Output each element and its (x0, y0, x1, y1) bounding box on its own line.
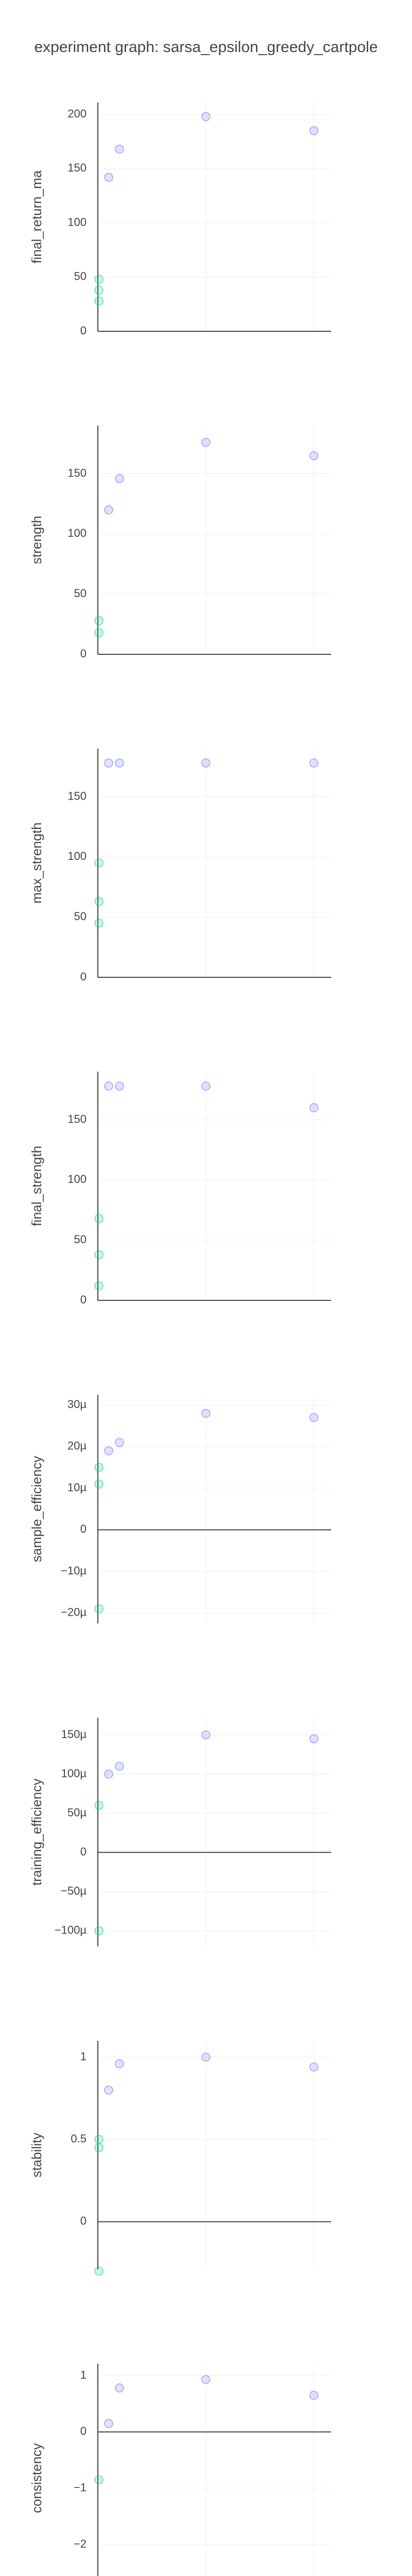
point (94, 2266, 104, 2276)
point (115, 474, 124, 483)
point (201, 1730, 211, 1740)
y-axis-label: stability (29, 2133, 44, 2178)
y-axis-label: final_return_ma (29, 170, 44, 263)
y-tick-label: 1 (80, 2050, 87, 2063)
point (94, 858, 104, 868)
y-axis-label: training_efficiency (29, 1778, 44, 1886)
y-tick-label: 100 (67, 215, 87, 228)
point (104, 1446, 113, 1455)
point (94, 2134, 104, 2144)
point (201, 112, 211, 122)
point (104, 2419, 113, 2428)
point (115, 1081, 124, 1091)
y-tick-label: 50 (74, 1233, 87, 1246)
y-axis-label: strength (29, 516, 44, 564)
y-tick-label: 0 (80, 1522, 87, 1535)
y-tick-label: 0 (80, 647, 87, 660)
point (94, 897, 104, 906)
point (94, 1926, 104, 1936)
y-tick-label: 150µ (61, 1727, 87, 1740)
y-tick-label: −20µ (61, 1606, 87, 1619)
y-tick-label: 50µ (67, 1806, 87, 1819)
point (104, 758, 113, 768)
point (104, 505, 113, 515)
y-axis-label: final_strength (29, 1146, 44, 1226)
point (94, 919, 104, 928)
point (201, 2053, 211, 2062)
point (115, 1438, 124, 1447)
y-tick-label: 0 (80, 1293, 87, 1306)
y-tick-label: 150 (67, 161, 87, 174)
y-tick-label: 0.5 (71, 2132, 87, 2145)
point (309, 2391, 319, 2400)
point (104, 2086, 113, 2095)
point (309, 758, 319, 768)
point (94, 2143, 104, 2153)
point (94, 1281, 104, 1291)
point (201, 1409, 211, 1418)
y-tick-label: 30µ (67, 1398, 87, 1411)
y-tick-label: 100 (67, 850, 87, 862)
y-axis-label: sample_efficiency (29, 1456, 44, 1562)
y-tick-label: 150 (67, 789, 87, 802)
point (201, 2375, 211, 2384)
y-tick-label: 50 (74, 587, 87, 600)
point (94, 1479, 104, 1489)
point (94, 296, 104, 306)
point (115, 1761, 124, 1771)
point (94, 628, 104, 637)
point (309, 126, 319, 135)
point (115, 758, 124, 768)
point (309, 451, 319, 461)
point (94, 1214, 104, 1223)
y-tick-label: 0 (80, 1845, 87, 1858)
y-tick-label: 0 (80, 324, 87, 337)
y-tick-label: 0 (80, 970, 87, 983)
point (94, 616, 104, 625)
point (309, 1734, 319, 1743)
point (104, 1081, 113, 1091)
point (115, 2059, 124, 2069)
y-tick-label: 50 (74, 270, 87, 283)
point (309, 1413, 319, 1422)
y-tick-label: 20µ (67, 1439, 87, 1452)
point (94, 285, 104, 295)
y-tick-label: 10µ (67, 1481, 87, 1494)
y-tick-label: 150 (67, 1112, 87, 1125)
y-axis-label: consistency (29, 2443, 44, 2513)
y-tick-label: 100µ (61, 1767, 87, 1780)
y-tick-label: −50µ (61, 1884, 87, 1897)
y-tick-label: 150 (67, 466, 87, 479)
point (94, 1463, 104, 1472)
point (115, 2383, 124, 2393)
point (201, 1081, 211, 1091)
point (201, 758, 211, 768)
point (104, 173, 113, 182)
point (201, 437, 211, 447)
point (94, 1604, 104, 1614)
y-tick-label: 100 (67, 1173, 87, 1185)
point (94, 2475, 104, 2485)
y-tick-label: 50 (74, 910, 87, 923)
y-tick-label: −1 (74, 2481, 87, 2494)
y-tick-label: −100µ (55, 1923, 87, 1936)
y-tick-label: −10µ (61, 1564, 87, 1577)
y-tick-label: −2 (74, 2537, 87, 2550)
point (94, 1801, 104, 1810)
y-tick-label: 0 (80, 2214, 87, 2227)
point (115, 144, 124, 154)
point (309, 2062, 319, 2072)
y-tick-label: 0 (80, 2425, 87, 2437)
point (104, 1769, 113, 1779)
point (309, 1103, 319, 1112)
chart-title: experiment graph: sarsa_epsilon_greedy_c… (34, 39, 377, 56)
point (94, 1250, 104, 1259)
y-axis-label: max_strength (29, 822, 44, 904)
y-tick-label: 1 (80, 2368, 87, 2381)
point (94, 275, 104, 284)
y-tick-label: 200 (67, 107, 87, 120)
y-tick-label: 100 (67, 527, 87, 539)
